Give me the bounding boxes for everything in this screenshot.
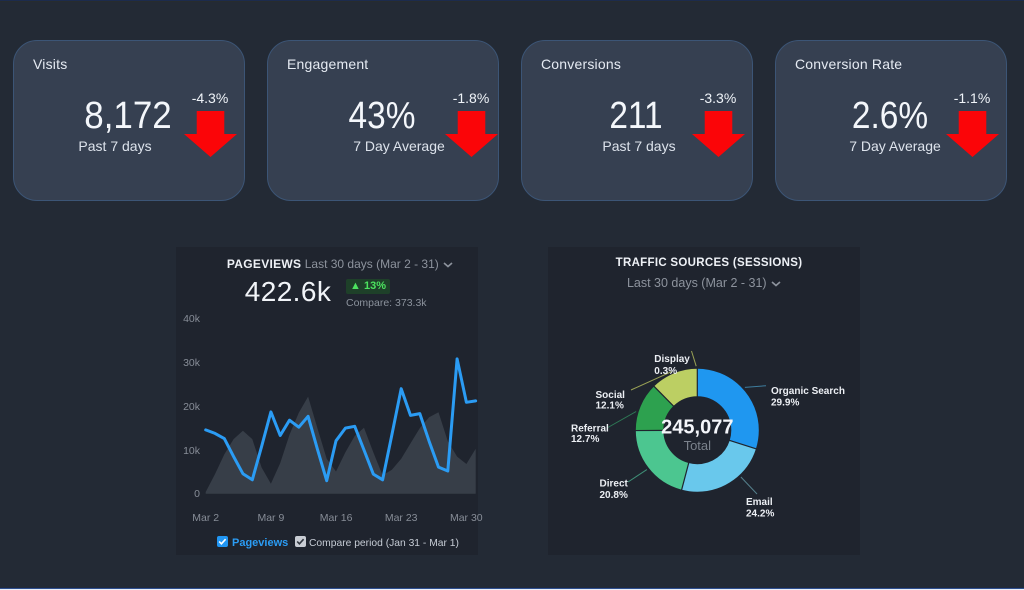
svg-text:40k: 40k [183, 313, 201, 325]
svg-text:12.1%: 12.1% [596, 401, 624, 412]
svg-text:Mar 16: Mar 16 [320, 512, 353, 524]
svg-text:Total: Total [684, 438, 712, 453]
svg-text:0: 0 [194, 488, 200, 500]
svg-text:Display: Display [654, 354, 690, 365]
svg-text:24.2%: 24.2% [746, 509, 774, 520]
svg-text:Social: Social [596, 390, 626, 401]
svg-text:20.8%: 20.8% [600, 490, 628, 501]
svg-text:Mar 23: Mar 23 [385, 512, 418, 524]
svg-text:12.7%: 12.7% [571, 434, 599, 445]
svg-text:10k: 10k [183, 445, 201, 457]
svg-text:245,077: 245,077 [661, 417, 733, 439]
svg-text:Mar 9: Mar 9 [257, 512, 284, 524]
svg-text:Direct: Direct [600, 478, 629, 489]
svg-text:0.3%: 0.3% [654, 366, 677, 377]
svg-text:Compare period (Jan 31 - Mar 1: Compare period (Jan 31 - Mar 1) [309, 538, 459, 549]
svg-text:Mar 2: Mar 2 [192, 512, 219, 524]
svg-text:Mar 30: Mar 30 [450, 512, 483, 524]
svg-text:Organic Search: Organic Search [771, 386, 845, 397]
svg-text:30k: 30k [183, 357, 201, 369]
svg-text:29.9%: 29.9% [771, 398, 799, 409]
svg-text:Email: Email [746, 497, 773, 508]
svg-text:20k: 20k [183, 401, 201, 413]
svg-text:Referral: Referral [571, 424, 609, 435]
svg-text:Pageviews: Pageviews [232, 537, 288, 549]
